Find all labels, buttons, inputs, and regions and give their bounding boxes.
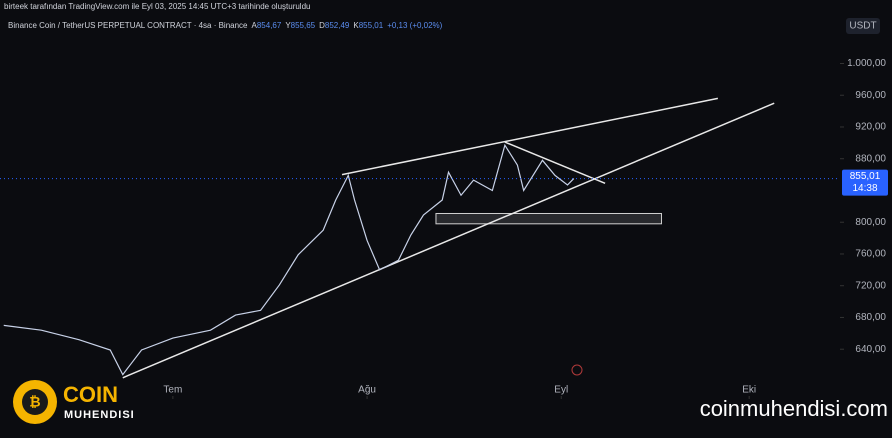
y-tick-label: 960,00	[855, 90, 886, 101]
logo-bottom: MUHENDISI	[64, 409, 135, 421]
currency-box	[846, 18, 880, 34]
ohlc-value: 854,67	[257, 21, 282, 30]
change: +0,13 (+0,02%)	[387, 21, 442, 30]
last-price-label: 855,01	[850, 171, 881, 182]
ohlc-value: 852,49	[325, 21, 350, 30]
x-tick-label: Ağu	[358, 385, 376, 396]
ohlc-value: 855,01	[359, 21, 384, 30]
ohlc-label: D	[319, 21, 325, 30]
x-tick-label: Eyl	[554, 385, 568, 396]
trend-line	[122, 102, 775, 379]
last-price-tag	[842, 169, 888, 196]
trend-line	[504, 141, 606, 185]
x-tick-label: Eki	[742, 385, 756, 396]
y-tick-label: 800,00	[855, 217, 886, 228]
event-icon	[571, 364, 583, 376]
currency: USDT	[849, 21, 876, 32]
y-tick-label: 920,00	[855, 122, 886, 133]
y-tick-label: 640,00	[855, 344, 886, 355]
site-name: coinmuhendisi.com	[700, 396, 888, 421]
y-tick-label: 760,00	[855, 249, 886, 260]
support-zone	[435, 212, 662, 225]
trend-line	[341, 97, 719, 176]
ohlc-label: A	[252, 21, 258, 30]
logo-top: COIN	[63, 382, 118, 407]
logo-symbol: ₿	[29, 394, 40, 410]
x-tick-label: Tem	[163, 385, 182, 396]
ohlc-label: K	[353, 21, 359, 30]
ohlc-value: 855,65	[291, 21, 316, 30]
symbol-title: Binance Coin / TetherUS PERPETUAL CONTRA…	[8, 21, 248, 30]
caption: birteek tarafından TradingView.com ile E…	[4, 2, 310, 11]
countdown: 14:38	[852, 183, 877, 194]
ohlc-label: Y	[285, 21, 291, 30]
logo-inner	[22, 389, 48, 415]
y-tick-label: 880,00	[855, 153, 886, 164]
y-tick-label: 1.000,00	[847, 58, 886, 69]
y-tick-label: 720,00	[855, 280, 886, 291]
y-tick-label: 680,00	[855, 312, 886, 323]
price-line	[3, 143, 575, 376]
